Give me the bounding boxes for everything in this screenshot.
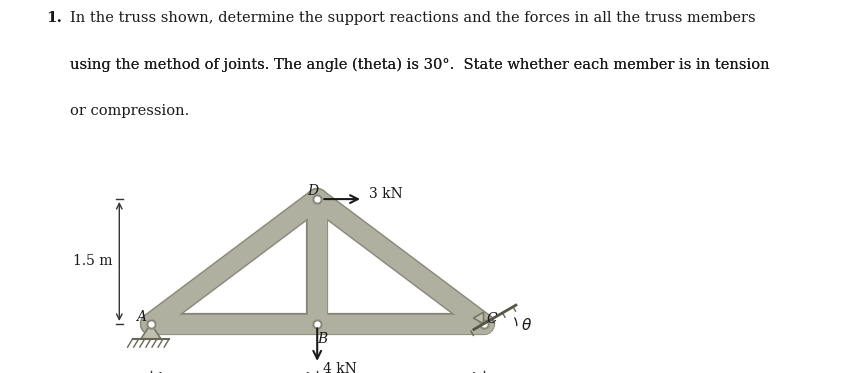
Text: 1.5 m: 1.5 m <box>73 254 112 269</box>
Text: B: B <box>316 332 327 346</box>
Polygon shape <box>473 312 483 324</box>
Polygon shape <box>141 324 160 339</box>
Text: 1.: 1. <box>46 11 62 25</box>
Text: $\theta$: $\theta$ <box>521 317 532 333</box>
Text: In the truss shown, determine the support reactions and the forces in all the tr: In the truss shown, determine the suppor… <box>70 11 755 25</box>
Text: A: A <box>136 310 146 324</box>
Text: or compression.: or compression. <box>70 104 189 119</box>
Text: 3 kN: 3 kN <box>368 187 402 201</box>
Text: using the method of joints. The angle (theta) is 30°.  State whether each member: using the method of joints. The angle (t… <box>70 58 769 72</box>
Text: C: C <box>486 312 496 326</box>
Text: 4 kN: 4 kN <box>322 362 356 373</box>
Text: using the method of joints. The angle (theta) is 30°.  State whether each member: using the method of joints. The angle (t… <box>70 58 769 72</box>
Text: D: D <box>307 184 318 198</box>
